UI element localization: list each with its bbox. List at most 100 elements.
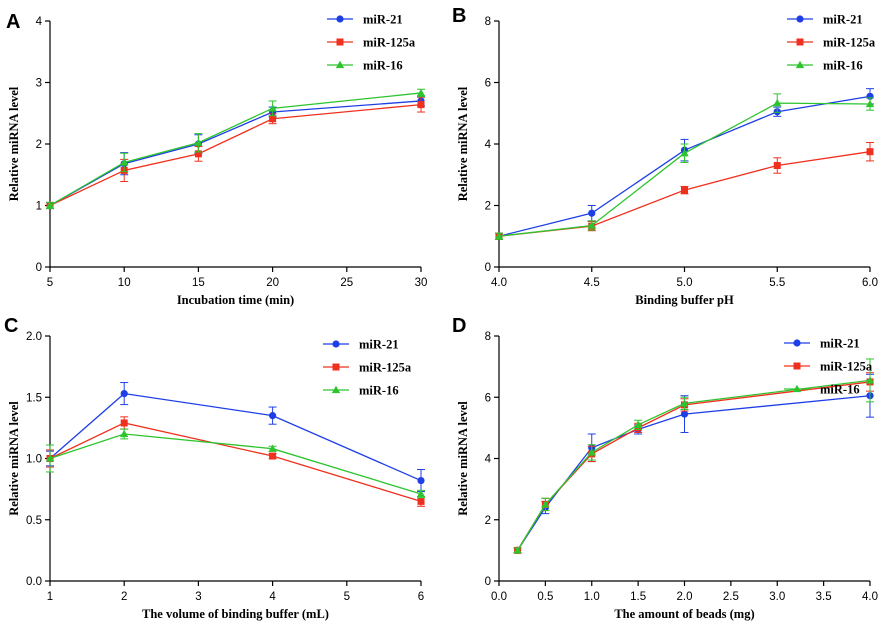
legend: miR-21 miR-125a miR-16 xyxy=(323,338,412,398)
x-tick-label: 2.5 xyxy=(723,591,739,603)
legend-label: miR-21 xyxy=(823,13,863,27)
legend-label: miR-21 xyxy=(363,13,403,27)
x-tick-label: 2 xyxy=(121,591,127,603)
series-mir-125a xyxy=(46,96,425,210)
y-tick-label: 6 xyxy=(485,78,491,90)
series-mir-21 xyxy=(46,95,425,210)
legend: miR-21 miR-125a miR-16 xyxy=(784,337,873,397)
x-tick-label: 4 xyxy=(269,591,276,603)
x-tick-label: 6 xyxy=(418,591,424,603)
y-axis-title: Relative miRNA level xyxy=(456,86,470,201)
x-tick-label: 4.0 xyxy=(491,277,507,289)
x-tick-label: 15 xyxy=(192,277,205,289)
legend: miR-21 miR-125a miR-16 xyxy=(327,13,416,73)
x-tick-label: 3.5 xyxy=(816,591,832,603)
data-point xyxy=(587,221,596,229)
legend-marker xyxy=(331,385,341,394)
data-point xyxy=(416,88,426,97)
legend-item: miR-125a xyxy=(323,361,412,375)
panel-c: C 1 2 3 4 5 6 0.0 0.5 1.0 1.5 2.0 The volume of bind… xyxy=(4,315,426,621)
x-axis-title: Binding buffer pH xyxy=(635,293,734,307)
series-mir-21 xyxy=(513,373,874,554)
y-tick-label: 1.5 xyxy=(26,392,42,404)
data-point xyxy=(269,412,277,420)
panel-b: B 4.0 4.5 5.0 5.5 6.0 0 2 4 6 8 Binding buffer pH Re… xyxy=(452,5,878,307)
data-point xyxy=(680,149,689,157)
legend-label: miR-16 xyxy=(823,59,863,73)
legend: miR-21 miR-125a miR-16 xyxy=(787,13,876,73)
y-tick-label: 0 xyxy=(485,262,491,274)
data-point xyxy=(866,148,874,156)
legend-marker xyxy=(795,60,805,69)
legend-marker xyxy=(336,15,344,23)
data-point xyxy=(120,419,128,427)
legend-label: miR-16 xyxy=(359,384,399,398)
legend-item: miR-16 xyxy=(323,384,399,398)
series-line xyxy=(49,422,422,502)
data-point xyxy=(773,98,782,107)
x-tick-label: 5 xyxy=(344,591,350,603)
series-mir-21 xyxy=(495,88,874,240)
panel-letter: B xyxy=(452,5,466,27)
y-tick-label: 8 xyxy=(485,331,491,343)
legend-marker xyxy=(335,60,345,69)
data-point xyxy=(120,429,129,438)
x-tick-label: 1 xyxy=(47,591,53,603)
data-point xyxy=(194,138,203,146)
legend-item: miR-21 xyxy=(327,13,403,27)
legend-label: miR-21 xyxy=(359,338,399,352)
y-tick-label: 4 xyxy=(36,16,43,28)
data-point xyxy=(269,115,277,123)
legend-label: miR-125a xyxy=(823,36,876,50)
x-tick-label: 5 xyxy=(47,277,53,289)
data-point xyxy=(268,104,277,112)
data-point xyxy=(865,376,875,384)
x-tick-label: 2.0 xyxy=(677,591,693,603)
x-tick-label: 5.5 xyxy=(769,277,785,289)
legend-marker xyxy=(793,339,801,347)
data-point xyxy=(680,399,689,407)
y-tick-label: 3 xyxy=(36,78,42,90)
legend-item: miR-16 xyxy=(784,383,860,397)
series-line xyxy=(517,395,871,551)
data-point xyxy=(588,209,596,217)
data-point xyxy=(45,454,55,462)
legend-item: miR-125a xyxy=(787,36,876,50)
data-point xyxy=(417,476,425,485)
x-tick-label: 4.0 xyxy=(862,591,878,603)
legend-item: miR-21 xyxy=(784,337,860,351)
legend-marker xyxy=(332,363,340,371)
legend-label: miR-125a xyxy=(359,361,412,375)
data-point xyxy=(633,420,643,428)
legend-marker xyxy=(792,384,802,393)
data-point xyxy=(45,201,55,209)
legend-item: miR-21 xyxy=(787,13,863,27)
legend-marker xyxy=(793,362,801,370)
legend-marker xyxy=(332,340,340,348)
y-tick-label: 1.0 xyxy=(26,454,42,466)
data-point xyxy=(194,150,202,158)
x-tick-label: 4.5 xyxy=(584,277,600,289)
series-line xyxy=(49,100,422,207)
y-tick-label: 2 xyxy=(485,515,491,527)
legend-label: miR-21 xyxy=(820,337,860,351)
y-tick-label: 2 xyxy=(36,139,42,151)
x-tick-label: 3 xyxy=(195,591,201,603)
series-mir-16 xyxy=(513,358,875,554)
x-tick-label: 3.0 xyxy=(769,591,785,603)
y-tick-label: 4 xyxy=(485,139,492,151)
y-tick-label: 0.5 xyxy=(26,515,42,527)
legend-label: miR-125a xyxy=(820,360,873,374)
data-point xyxy=(513,546,522,554)
panel-letter: C xyxy=(4,315,18,337)
x-tick-label: 1.0 xyxy=(584,591,600,603)
x-tick-label: 10 xyxy=(118,277,131,289)
data-point xyxy=(587,448,596,456)
legend-label: miR-125a xyxy=(363,36,416,50)
x-tick-label: 6.0 xyxy=(862,277,878,289)
x-tick-label: 0.0 xyxy=(491,591,507,603)
y-tick-label: 2.0 xyxy=(26,331,42,343)
y-tick-label: 1 xyxy=(36,201,42,213)
x-axis-title: The amount of beads (mg) xyxy=(614,607,754,621)
